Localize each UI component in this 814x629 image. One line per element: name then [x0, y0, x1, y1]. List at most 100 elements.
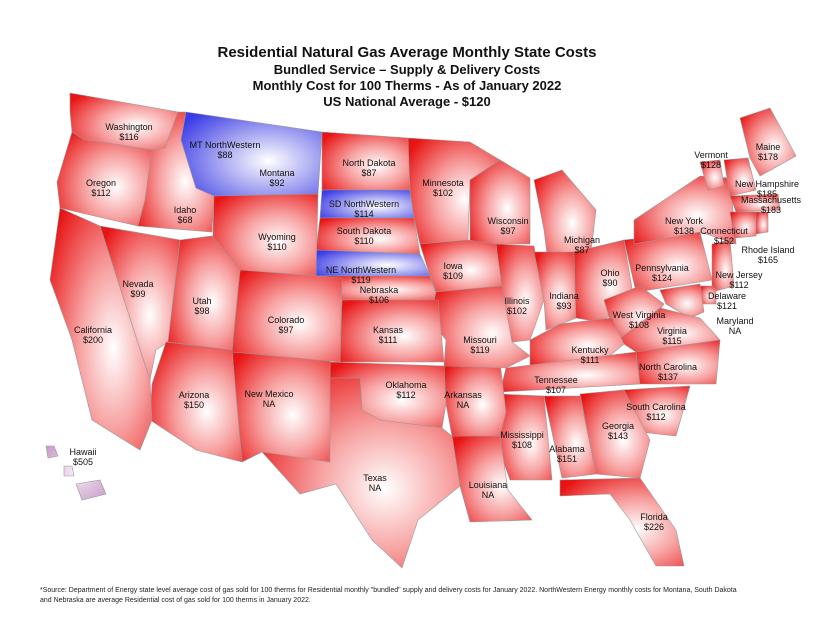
state-name: Connecticut: [700, 226, 748, 236]
state-name: Virginia: [657, 326, 687, 336]
state-label-arkansas: Arkansas NA: [444, 390, 482, 410]
state-label-michigan: Michigan $87: [564, 235, 600, 255]
state-cost-value: $92: [269, 178, 285, 188]
state-label-new-hampshire: New Hampshire $185: [735, 179, 799, 199]
state-name: Florida: [640, 512, 668, 522]
state-cost-value: $137: [657, 372, 679, 382]
state-cost-value: $90: [602, 278, 618, 288]
state-name: Maine: [755, 142, 781, 152]
state-label-indiana: Indiana $93: [549, 291, 579, 311]
state-cost-value: $109: [442, 271, 464, 281]
state-name: Indiana: [549, 291, 579, 301]
state-name: New Jersey: [715, 270, 763, 280]
state-name: North Carolina: [638, 362, 698, 372]
state-label-colorado: Colorado $97: [268, 315, 305, 335]
state-cost-value: $124: [651, 273, 673, 283]
state-label-delaware: Delaware $121: [708, 291, 746, 311]
state-name: Georgia: [601, 421, 635, 431]
state-label-arizona: Arizona $150: [179, 390, 210, 410]
state-shape-north-carolina: [635, 339, 721, 385]
state-cost-value: $112: [729, 280, 749, 290]
state-label-wisconsin: Wisconsin $97: [487, 216, 528, 236]
state-name: Colorado: [267, 315, 305, 325]
map-subtitle-3: US National Average - $120: [323, 94, 491, 109]
state-shape-massachusetts: [729, 193, 781, 213]
state-name: Hawaii: [69, 447, 97, 457]
state-cost-value: $112: [396, 390, 416, 400]
state-label-california: California $200: [74, 325, 112, 345]
state-label-new-mexico: New Mexico NA: [244, 389, 293, 409]
state-cost-value: $106: [368, 295, 390, 305]
state-shape-new-hampshire: [723, 157, 757, 197]
state-cost-value: $505: [72, 457, 94, 467]
state-cost-value: $108: [511, 440, 533, 450]
state-cost-value: $110: [354, 236, 374, 246]
state-cost-value: $121: [716, 301, 738, 311]
state-cost-value: $143: [607, 431, 629, 441]
state-shape-new-york: [633, 175, 737, 245]
state-name: Utah: [192, 296, 212, 306]
state-cost-value: $87: [361, 168, 377, 178]
state-cost-value: $97: [500, 226, 516, 236]
state-label-north-carolina: North Carolina $137: [639, 362, 697, 382]
state-label-wyoming: Wyoming $110: [258, 232, 295, 252]
state-name: New York: [664, 216, 704, 226]
map-subtitle-2: Monthly Cost for 100 Therms - As of Janu…: [252, 78, 562, 93]
state-name: New Hampshire: [734, 179, 800, 189]
state-label-sd-northwestern: SD NorthWestern $114: [329, 199, 399, 219]
state-cost-value: $102: [506, 306, 528, 316]
state-label-illinois: Illinois $102: [504, 296, 529, 316]
state-name: NE NorthWestern: [325, 265, 397, 275]
state-name: Washington: [105, 122, 153, 132]
state-name: MT NorthWestern: [189, 140, 261, 150]
state-cost-value: $128: [700, 160, 722, 170]
state-label-virginia: Virginia $115: [657, 326, 687, 346]
state-name: Idaho: [173, 205, 197, 215]
state-cost-value: $87: [574, 245, 590, 255]
state-cost-value: $226: [643, 522, 665, 532]
state-cost-value: $97: [278, 325, 294, 335]
state-label-georgia: Georgia $143: [602, 421, 634, 441]
state-label-hawaii: Hawaii $505: [69, 447, 96, 467]
state-name: Tennessee: [534, 375, 578, 385]
state-label-kentucky: Kentucky $111: [571, 345, 608, 365]
state-label-nebraska: Nebraska $106: [360, 285, 399, 305]
state-name: West Virginia: [612, 310, 666, 320]
state-label-ne-northwestern: NE NorthWestern $119: [326, 265, 396, 285]
state-name: South Dakota: [336, 226, 392, 236]
state-cost-value: $111: [378, 335, 398, 345]
state-name: North Dakota: [342, 158, 396, 168]
state-shape-new-jersey: [711, 239, 735, 293]
state-name: Wisconsin: [487, 216, 529, 226]
state-label-oklahoma: Oklahoma $112: [385, 380, 426, 400]
state-shape-maryland: [659, 283, 705, 319]
state-cost-value: $99: [130, 289, 146, 299]
state-label-north-dakota: North Dakota $87: [342, 158, 395, 178]
state-label-west-virginia: West Virginia $108: [613, 310, 666, 330]
state-label-ohio: Ohio $90: [600, 268, 619, 288]
state-cost-value: $111: [580, 355, 600, 365]
state-label-washington: Washington $116: [105, 122, 152, 142]
state-label-nevada: Nevada $99: [122, 279, 153, 299]
state-shape-vermont: [699, 159, 725, 191]
state-label-iowa: Iowa $109: [443, 261, 463, 281]
state-cost-value: $200: [82, 335, 104, 345]
state-name: Texas: [363, 473, 387, 483]
state-name: Wyoming: [258, 232, 296, 242]
state-name: Kentucky: [571, 345, 609, 355]
state-shape-hawaii: [45, 445, 107, 501]
state-cost-value: $119: [351, 275, 371, 285]
state-name: California: [73, 325, 113, 335]
state-cost-value: NA: [262, 399, 276, 409]
state-cost-value: $119: [470, 345, 490, 355]
source-footnote: *Source: Department of Energy state leve…: [40, 587, 737, 604]
state-shape-maine: [739, 107, 797, 177]
state-label-new-jersey: New Jersey $112: [715, 270, 762, 290]
state-name: Ohio: [600, 268, 620, 278]
state-name: Illinois: [504, 296, 530, 306]
state-label-massachusetts: Massachusetts $183: [741, 195, 801, 215]
state-cost-value: NA: [368, 483, 382, 493]
state-label-texas: Texas NA: [363, 473, 387, 493]
state-shape-alabama: [543, 395, 597, 479]
map-title: Residential Natural Gas Average Monthly …: [217, 44, 597, 61]
